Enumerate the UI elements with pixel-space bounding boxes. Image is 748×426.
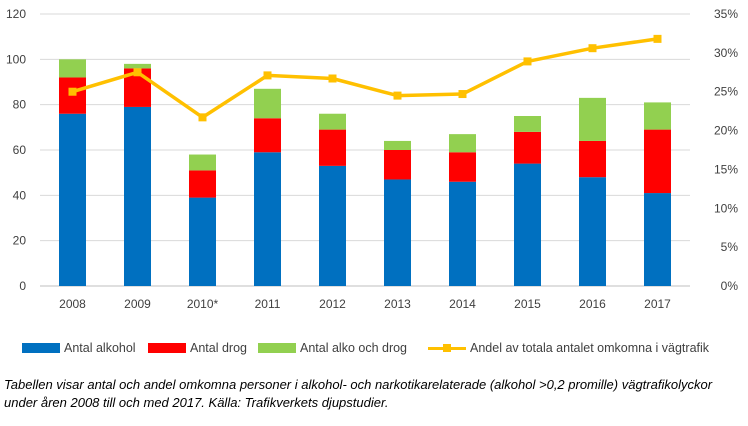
- legend-swatch-antal-drog: [148, 343, 186, 353]
- y-right-tick-label: 25%: [714, 85, 738, 99]
- line-point: [588, 44, 597, 53]
- bar-segment-series-0: [644, 193, 671, 286]
- bar-segment-series-0: [189, 197, 216, 286]
- line-point: [458, 90, 467, 99]
- bar-segment-series-2: [449, 134, 476, 153]
- x-tick-label: 2017: [644, 297, 671, 311]
- bar-segment-series-1: [579, 140, 606, 178]
- x-tick-label: 2011: [255, 297, 281, 311]
- bar-segment-series-2: [319, 113, 346, 130]
- bar-segment-series-0: [124, 106, 151, 286]
- legend-item-antal-drog: Antal drog: [148, 338, 247, 358]
- line-point: [328, 74, 337, 83]
- bar-segment-series-1: [319, 129, 346, 166]
- line-series: [71, 37, 658, 120]
- legend-item-andel: Andel av totala antalet omkomna i vägtra…: [428, 338, 709, 358]
- bar-segment-series-2: [124, 63, 151, 69]
- bar-segment-series-2: [59, 59, 86, 78]
- bar-segment-series-0: [254, 152, 281, 286]
- bar-segment-series-0: [384, 179, 411, 286]
- legend: Antal alkohol Antal drog Antal alko och …: [0, 338, 748, 358]
- chart: 0 20 40 60 80 100 120 0% 5% 10% 15% 20% 25% 30% 35% 200…: [6, 7, 739, 311]
- bar-segment-series-2: [579, 97, 606, 141]
- legend-swatch-antal-alko-och-drog: [258, 343, 296, 353]
- bar-segment-series-1: [189, 170, 216, 198]
- bar-segment-series-1: [644, 129, 671, 194]
- y-right-tick-label: 5%: [721, 240, 739, 254]
- bar-segment-series-1: [514, 131, 541, 164]
- y-left-tick-label: 80: [13, 98, 27, 112]
- legend-label-antal-alko-och-drog: Antal alko och drog: [300, 341, 408, 355]
- x-tick-label: 2008: [59, 297, 86, 311]
- line-point: [263, 71, 272, 80]
- bar-segment-series-2: [254, 88, 281, 119]
- line-point: [133, 68, 142, 77]
- legend-swatch-andel: [428, 343, 466, 353]
- legend-label-antal-alkohol: Antal alkohol: [64, 341, 136, 355]
- legend-item-antal-alko-och-drog: Antal alko och drog: [258, 338, 407, 358]
- bar-segment-series-1: [384, 150, 411, 180]
- legend-item-antal-alkohol: Antal alkohol: [22, 338, 136, 358]
- x-tick-label: 2016: [579, 297, 606, 311]
- bar-segment-series-2: [514, 116, 541, 132]
- y-right-tick-label: 35%: [714, 7, 738, 21]
- bar-segment-series-0: [449, 181, 476, 286]
- x-tick-label: 2014: [449, 297, 476, 311]
- bar-segment-series-0: [579, 177, 606, 286]
- bar-segment-series-2: [189, 154, 216, 171]
- line-point: [198, 113, 207, 122]
- x-tick-label: 2010*: [187, 297, 219, 311]
- legend-label-andel: Andel av totala antalet omkomna i vägtra…: [470, 341, 710, 355]
- y-left-tick-label: 60: [13, 143, 27, 157]
- x-tick-label: 2012: [319, 297, 346, 311]
- line-point: [523, 57, 532, 66]
- y-left-tick-label: 0: [19, 279, 26, 293]
- line-point: [653, 34, 662, 43]
- bar-segment-series-2: [644, 102, 671, 130]
- y-right-tick-label: 10%: [714, 201, 738, 215]
- y-left-tick-label: 100: [6, 52, 26, 66]
- x-tick-label: 2009: [124, 297, 151, 311]
- x-tick-label: 2015: [514, 297, 541, 311]
- y-left-tick-label: 120: [6, 7, 26, 21]
- legend-swatch-antal-alkohol: [22, 343, 60, 353]
- chart-caption: Tabellen visar antal och andel omkomna p…: [4, 377, 713, 410]
- x-tick-label: 2013: [384, 297, 411, 311]
- y-right-tick-label: 30%: [714, 46, 738, 60]
- line-point: [393, 91, 402, 100]
- y-left-tick-label: 40: [13, 188, 27, 202]
- bar-segment-series-1: [254, 118, 281, 153]
- bar-segment-series-1: [449, 152, 476, 182]
- bar-segment-series-0: [59, 113, 86, 286]
- line-point: [68, 87, 77, 96]
- bar-segment-series-0: [319, 165, 346, 286]
- y-left-tick-label: 20: [13, 234, 27, 248]
- y-right-tick-label: 0%: [721, 279, 739, 293]
- legend-label-antal-drog: Antal drog: [190, 341, 247, 355]
- bar-segment-series-0: [514, 163, 541, 286]
- y-right-tick-label: 15%: [714, 162, 738, 176]
- bar-segment-series-2: [384, 140, 411, 150]
- y-right-tick-label: 20%: [714, 124, 738, 138]
